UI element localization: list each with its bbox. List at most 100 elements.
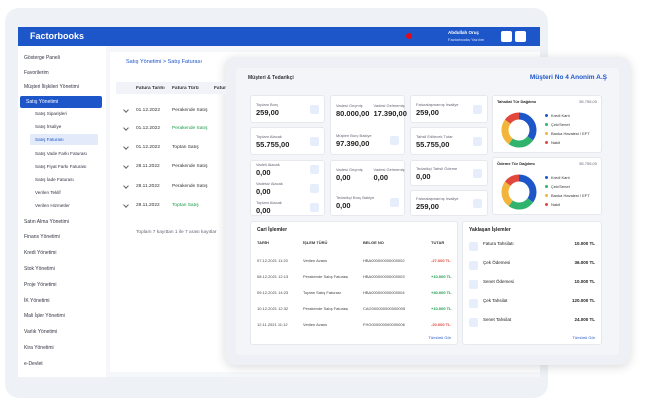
nav-item[interactable]: Kredi Yönetimi [24,250,57,257]
nav-item[interactable]: Favorilerim [24,69,49,76]
stat-label: Faturalaşmamış İrsaliye [416,102,459,107]
stat-icon [310,105,319,114]
stat-label: Vadesi Gelmemiş [373,103,405,108]
legend-label: Banka Havalesi / EFT [551,131,590,136]
column-header: Fatura Tarihi [136,86,165,91]
nav-item[interactable]: Kira Yönetimi [24,345,54,351]
donut-total: 55.755,00 [579,161,597,166]
nav-item[interactable]: Satış Yönetimi [20,95,102,108]
nav-subitem[interactable]: Verilen Teklif [35,190,61,196]
stat-card: Vadeli Alacak 0,00 Vadesiz Alacak 0,00 Topla… [250,160,325,216]
table-cell: -20.000 TL [431,322,451,327]
column-header: BELGE NO [363,240,384,245]
donut-segment [501,112,537,148]
stat-value: 55.755,00 [256,140,290,149]
stat-label: Tahsil Edilecek Tutar [416,134,453,139]
nav-subitem[interactable]: Satış İade Faturası [35,177,74,182]
nav-subitem[interactable]: Satış Vade Farkı Faturası [35,150,87,156]
item-label: Senet Ödemesi [483,279,515,284]
view-all[interactable]: Tümünü Gör [572,335,595,340]
nav-item[interactable]: e-Devlet [24,360,43,367]
table-cell: Verilen Avans [303,322,328,327]
donut-card: Tahsilat Tür Dağılımı 55.755,00 Kredi Kart… [492,95,602,153]
nav-item[interactable]: Varlık Yönetimi [24,329,58,336]
nav-item[interactable]: İK Yönetimi [24,297,50,304]
stat-card: Vadesi Geçmiş 80.000,00 Vadesi Gelmemiş 17.… [330,95,407,155]
stat-value: 0,00 [373,173,389,182]
section-title: Cari İşlemler [257,227,288,233]
view-all[interactable]: Tümünü Gör [428,335,451,340]
nav-item[interactable]: Stok Yönetimi [24,266,55,272]
item-icon [469,242,478,251]
table-cell: 01.12.2022 [136,126,161,131]
table-cell: 08.12.2021 12:13 [257,274,289,279]
table-cell: 01.12.2022 [136,108,161,113]
nav-item[interactable]: Satın Alma Yönetimi [24,218,69,225]
nav-item[interactable]: Gösterge Paneli [24,55,60,61]
legend-dot [545,176,548,179]
table-cell: 28.11.2022 [136,164,160,169]
item-icon [469,318,478,327]
legend-label: Nakit [551,202,561,207]
table-cell: FHG000000000000006 [363,322,405,327]
menu-button[interactable] [515,31,526,42]
table-cell: Perakende Satış Faturası [303,274,349,279]
stat-label: Faturalaşmamış İrsaliye [416,196,459,201]
stat-card: Toplam Alacak 55.755,00 [250,127,325,155]
user-name: Abdullah Oruç [448,30,480,35]
nav-item[interactable]: Proje Yönetimi [24,281,57,288]
button[interactable] [501,31,512,42]
upcoming-card: Yaklaşan İşlemler Fatura Tahsilatı 10.000 … [462,221,602,345]
nav-item[interactable]: Müşteri İlişkileri Yönetimi [24,84,79,90]
stat-card: Faturalaşmamış İrsaliye 259,00 [410,190,488,216]
section-title: Yaklaşan İşlemler [469,227,511,233]
table-cell: 28.11.2022 [136,184,160,189]
brand: Factorbooks [30,31,85,41]
item-icon [469,261,478,270]
donut-card: Ödeme Tür Dağılımı 55.755,00 Kredi Kartı Çe… [492,157,602,215]
legend-dot [545,123,548,126]
table-cell: HBA000000000000002 [363,258,405,263]
table-cell: Perakende Satış [172,184,208,189]
stat-label: Vadesi Gelmemiş [373,167,405,172]
donut-title: Tahsilat Tür Dağılımı [497,99,537,104]
nav-item[interactable]: Finans Yönetimi [24,234,60,241]
legend-dot [545,141,548,144]
table-cell: Toptan Satış [172,145,199,150]
item-amount: 36.000 TL [574,260,595,265]
table-cell: 01.12.2022 [136,145,161,150]
stat-label: Tedarikçi Borç Bakiye [336,195,375,200]
stat-label: Tedarikçi Tahsil Ödeme [416,166,458,171]
nav-item[interactable]: Mali İşler Yönetimi [24,313,65,320]
column-header: TUTAR [431,240,445,245]
stat-value: 259,00 [416,202,439,211]
nav-subitem[interactable]: Satış Siparişleri [35,111,67,116]
nav-subitem[interactable]: Verilen Hizmetler [35,203,70,209]
item-label: Fatura Tahsilatı [483,241,514,246]
legend-label: Banka Havalesi / EFT [551,193,590,198]
legend-label: Çek/Senet [551,184,570,189]
column-header: TARİH [257,240,269,245]
legend-dot [545,185,548,188]
stat-card: Faturalaşmamış İrsaliye 259,00 [410,95,488,123]
nav-subitem[interactable]: Satış İrsaliye [35,124,62,130]
legend-label: Kredi Kartı [551,113,570,118]
top-bar: Factorbooks Abdullah Oruç Factorbooks Ya… [18,27,540,46]
stat-card: Tahsil Edilecek Tutar 55.755,00 [410,127,488,155]
item-amount: 120.000 TL [571,298,595,303]
table-header [116,82,226,94]
breadcrumb: Satış Yönetimi > Satış Faturası [126,59,202,65]
nav-subitem[interactable]: Satış Faturası [30,134,98,146]
donut [501,174,537,210]
table-cell: 09.12.2021 14:23 [257,290,289,295]
transactions-card: Cari İşlemler TARİH İŞLEM TÜRÜ BELGE NO TUTA… [250,221,458,345]
user-company: Factorbooks Yazılım [448,37,485,42]
legend-dot [545,114,548,117]
stat-icon [310,202,319,212]
stat-label: Toplam Borç [256,102,279,107]
customer-name: Müşteri No 4 Anonim A.Ş [529,74,607,81]
nav-subitem[interactable]: Satış Fiyat Farkı Faturası [35,163,87,169]
item-icon [469,280,478,289]
table-cell: Toptan Satış [172,203,199,208]
